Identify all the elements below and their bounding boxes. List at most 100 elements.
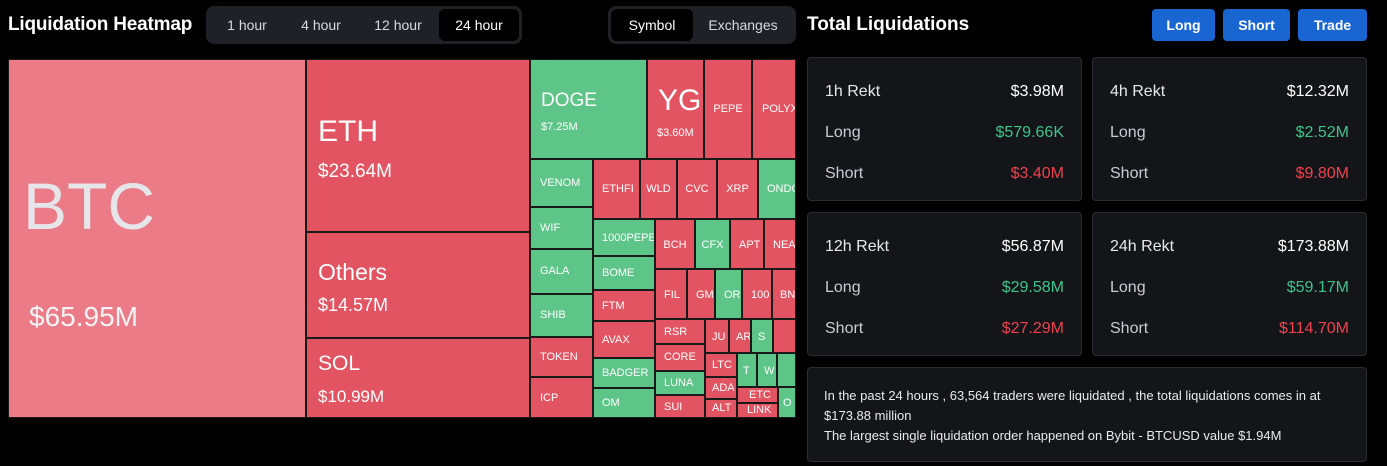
tile-badger-symbol: BADGER xyxy=(602,367,649,379)
tile-100[interactable]: 100 xyxy=(742,269,772,319)
tile-ygg[interactable]: YGG $3.60M xyxy=(647,59,704,159)
tile-fil[interactable]: FIL xyxy=(655,269,687,319)
tile-wld[interactable]: WLD xyxy=(640,159,677,219)
tile-gm-symbol: GM xyxy=(696,289,714,301)
tile-apt[interactable]: APT xyxy=(730,219,764,269)
tile-etc[interactable]: ETC xyxy=(737,387,778,403)
tile-core[interactable]: CORE xyxy=(655,344,705,371)
card-1h-long-label: Long xyxy=(825,124,861,141)
tab-exchanges[interactable]: Exchanges xyxy=(708,17,778,33)
tile-bome-symbol: BOME xyxy=(602,267,635,279)
tile-bch-symbol: BCH xyxy=(663,239,687,251)
tile-wif[interactable]: WIF xyxy=(530,207,593,249)
tile-near[interactable]: NEAR xyxy=(764,219,796,269)
tab-1-hour[interactable]: 1 hour xyxy=(227,17,267,33)
tile-link[interactable]: LINK xyxy=(737,403,778,418)
tile-or-symbol: OR xyxy=(724,289,741,301)
trade-button[interactable]: Trade xyxy=(1298,9,1367,41)
tile-o-symbol: O xyxy=(783,397,792,409)
long-button[interactable]: Long xyxy=(1152,9,1215,41)
tile-shib[interactable]: SHIB xyxy=(530,294,593,337)
tile-near-symbol: NEAR xyxy=(773,239,796,251)
tile-badger[interactable]: BADGER xyxy=(593,358,655,388)
tile-eth[interactable]: ETH $23.64M xyxy=(306,59,530,232)
card-4h-rekt: 4h Rekt $12.32M Long $2.52M Short $9.80M xyxy=(1092,57,1367,201)
tile-1000pepe[interactable]: 1000PEPE xyxy=(593,219,655,256)
tile-ethfi-symbol: ETHFI xyxy=(602,183,634,195)
tile-bch[interactable]: BCH xyxy=(655,219,695,269)
tile-alt[interactable]: ALT xyxy=(705,399,737,418)
tile-r-small[interactable] xyxy=(773,319,796,353)
card-24h-rekt: 24h Rekt $173.88M Long $59.17M Short $114.7… xyxy=(1092,212,1367,356)
tile-om[interactable]: OM xyxy=(593,388,655,418)
card-1h-total: $3.98M xyxy=(1010,83,1064,100)
tile-ltc[interactable]: LTC xyxy=(705,353,737,377)
card-24h-long-label: Long xyxy=(1110,279,1146,296)
tile-100-symbol: 100 xyxy=(751,289,770,301)
tile-cfx-symbol: CFX xyxy=(701,239,724,251)
tile-ondo-symbol: ONDO xyxy=(767,183,795,195)
tile-t[interactable]: T xyxy=(737,353,757,387)
tile-polyx-symbol: POLYX xyxy=(762,103,796,115)
tab-4-hour[interactable]: 4 hour xyxy=(301,17,341,33)
tile-ethfi[interactable]: ETHFI xyxy=(593,159,640,219)
card-1h-title: 1h Rekt xyxy=(825,83,881,100)
tile-gm[interactable]: GM xyxy=(687,269,715,319)
tile-venom[interactable]: VENOM xyxy=(530,159,593,207)
tile-g-small[interactable] xyxy=(777,353,796,387)
tile-cfx[interactable]: CFX xyxy=(695,219,730,269)
tile-btc[interactable]: BTC $65.95M xyxy=(8,59,306,418)
summary-line-2: $173.88 million xyxy=(824,408,912,423)
tile-ygg-value: $3.60M xyxy=(657,127,694,139)
tile-eth-value: $23.64M xyxy=(318,161,392,182)
tile-w[interactable]: W xyxy=(757,353,777,387)
tile-luna-symbol: LUNA xyxy=(664,377,694,389)
tile-bome[interactable]: BOME xyxy=(593,256,655,290)
tile-sol[interactable]: SOL $10.99M xyxy=(306,338,530,418)
tile-ondo[interactable]: ONDO xyxy=(758,159,796,219)
tile-sui[interactable]: SUI xyxy=(655,395,705,418)
card-4h-long: $2.52M xyxy=(1295,124,1349,141)
tile-t-symbol: T xyxy=(743,365,750,377)
card-4h-short: $9.80M xyxy=(1295,165,1349,182)
card-1h-short-label: Short xyxy=(825,165,864,182)
tile-gala[interactable]: GALA xyxy=(530,249,593,294)
tab-12-hour[interactable]: 12 hour xyxy=(374,17,422,33)
tile-s[interactable]: S xyxy=(751,319,773,353)
tile-eth-symbol: ETH xyxy=(318,115,378,148)
tile-avax[interactable]: AVAX xyxy=(593,321,655,358)
tile-bn[interactable]: BN xyxy=(772,269,796,319)
tile-core-symbol: CORE xyxy=(664,351,696,363)
tile-cvc[interactable]: CVC xyxy=(677,159,717,219)
tile-polyx[interactable]: POLYX xyxy=(752,59,796,159)
short-button[interactable]: Short xyxy=(1223,9,1290,41)
tile-o[interactable]: O xyxy=(778,387,796,418)
tab-symbol[interactable]: Symbol xyxy=(611,9,693,41)
tile-w-symbol: W xyxy=(764,365,775,377)
tile-or[interactable]: OR xyxy=(715,269,742,319)
tile-doge-value: $7.25M xyxy=(541,121,578,133)
card-12h-rekt: 12h Rekt $56.87M Long $29.58M Short $27.29M xyxy=(807,212,1082,356)
tile-ada[interactable]: ADA xyxy=(705,377,737,399)
tile-gala-symbol: GALA xyxy=(540,265,570,277)
tile-token[interactable]: TOKEN xyxy=(530,337,593,377)
tile-venom-symbol: VENOM xyxy=(540,177,581,189)
tile-rsr[interactable]: RSR xyxy=(655,319,705,344)
tile-ar[interactable]: AR xyxy=(729,319,751,353)
tile-ftm[interactable]: FTM xyxy=(593,290,655,321)
tile-luna[interactable]: LUNA xyxy=(655,371,705,395)
tab-24-hour[interactable]: 24 hour xyxy=(439,9,519,41)
tile-wif-symbol: WIF xyxy=(540,222,561,234)
tile-ju[interactable]: JU xyxy=(705,319,729,353)
tile-1000pepe-symbol: 1000PEPE xyxy=(602,232,655,244)
tile-doge-symbol: DOGE xyxy=(541,90,597,111)
tile-icp[interactable]: ICP xyxy=(530,377,593,418)
tile-xrp[interactable]: XRP xyxy=(717,159,758,219)
card-4h-long-label: Long xyxy=(1110,124,1146,141)
tile-doge[interactable]: DOGE $7.25M xyxy=(530,59,647,159)
tile-pepe[interactable]: PEPE xyxy=(704,59,752,159)
card-24h-short-label: Short xyxy=(1110,320,1149,337)
card-4h-title: 4h Rekt xyxy=(1110,83,1166,100)
tile-others[interactable]: Others $14.57M xyxy=(306,232,530,338)
tile-ygg-symbol: YGG xyxy=(658,84,703,117)
